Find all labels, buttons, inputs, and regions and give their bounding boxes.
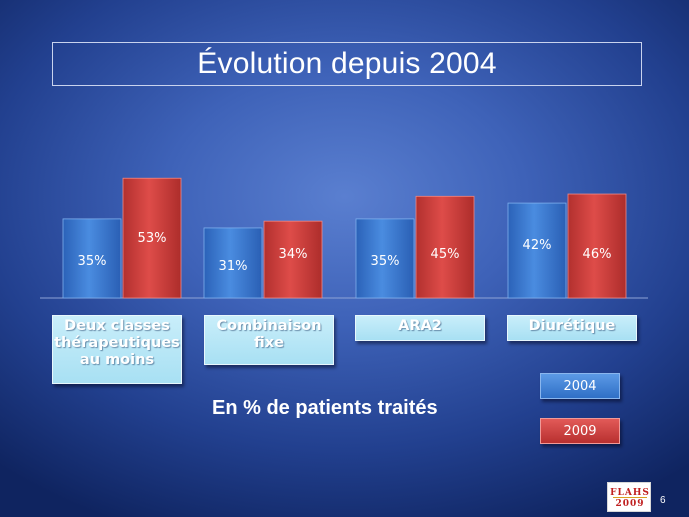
data-label-2004-0: 35% bbox=[78, 254, 107, 269]
bar-2004-2 bbox=[355, 218, 415, 299]
legend-2004: 2004 bbox=[540, 373, 620, 399]
title-box: Évolution depuis 2004 bbox=[52, 42, 642, 86]
bar-2009-1 bbox=[263, 220, 323, 299]
chart-subtitle: En % de patients traités bbox=[212, 397, 438, 419]
page-title: Évolution depuis 2004 bbox=[197, 47, 497, 80]
legend-2009: 2009 bbox=[540, 418, 620, 444]
data-label-2009-1: 34% bbox=[279, 247, 308, 262]
data-label-2004-1: 31% bbox=[219, 259, 248, 274]
category-label-diuretique: Diurétique bbox=[507, 315, 637, 341]
category-label-combinaison-fixe: Combinaison fixe bbox=[204, 315, 334, 365]
bar-2004-0 bbox=[62, 218, 122, 299]
logo-rule bbox=[613, 485, 647, 498]
data-label-2009-3: 46% bbox=[583, 247, 612, 262]
flahs-logo: FLAHS 2009 bbox=[607, 482, 651, 512]
logo-text-line1: FLAHS bbox=[610, 488, 650, 498]
bar-2009-0 bbox=[122, 177, 182, 299]
data-label-2004-2: 35% bbox=[371, 254, 400, 269]
logo-text-line2: 2009 bbox=[615, 499, 645, 509]
category-label-deux-classes: Deux classes thérapeutiques au moins bbox=[52, 315, 182, 384]
bar-2004-3 bbox=[507, 202, 567, 299]
bar-2009-3 bbox=[567, 193, 627, 299]
bar-2009-2 bbox=[415, 195, 475, 299]
data-label-2009-2: 45% bbox=[431, 247, 460, 262]
data-label-2009-0: 53% bbox=[138, 231, 167, 246]
page-number: 6 bbox=[660, 495, 666, 506]
category-label-ara2: ARA2 bbox=[355, 315, 485, 341]
bar-2004-1 bbox=[203, 227, 263, 299]
data-label-2004-3: 42% bbox=[523, 238, 552, 253]
